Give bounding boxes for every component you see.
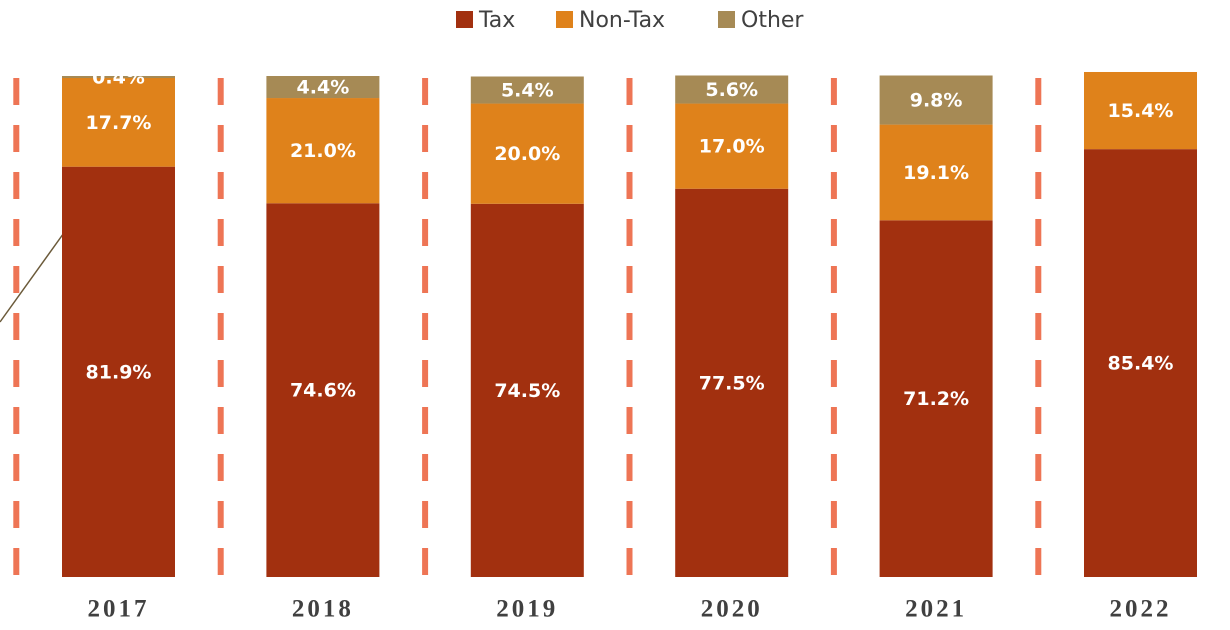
legend-swatch bbox=[456, 11, 473, 28]
bar-segment bbox=[675, 103, 789, 189]
legend-label: Non-Tax bbox=[579, 8, 665, 33]
data-label: 17.7% bbox=[86, 112, 152, 134]
bar-segment bbox=[1084, 71, 1197, 150]
leader-line bbox=[0, 229, 67, 323]
data-label: 21.0% bbox=[290, 140, 356, 162]
data-label: 74.5% bbox=[494, 380, 560, 402]
bar-segment bbox=[879, 75, 993, 125]
data-label: 20.0% bbox=[494, 143, 560, 165]
x-tick-label: 2020 bbox=[701, 596, 763, 623]
data-label: 81.9% bbox=[86, 361, 152, 383]
data-label: 5.6% bbox=[705, 79, 758, 101]
x-tick-label: 2022 bbox=[1110, 596, 1172, 623]
data-label: 71.2% bbox=[903, 388, 969, 410]
bar-segment bbox=[266, 76, 380, 99]
data-label: 19.1% bbox=[903, 162, 969, 184]
bars: 81.9% 74.6% 74.5% 77.5% 71.2% 85.4% 17.7% 21.0%… bbox=[62, 67, 1197, 577]
bar-segment bbox=[62, 166, 175, 577]
data-label: 0.4% bbox=[92, 67, 145, 89]
bar-segment bbox=[62, 76, 175, 79]
bar-segment bbox=[1084, 149, 1197, 577]
bar-segment bbox=[879, 220, 993, 577]
data-label: 9.8% bbox=[910, 90, 963, 112]
bar-segment bbox=[62, 78, 175, 167]
x-tick-label: 2019 bbox=[496, 596, 558, 623]
data-label: 4.4% bbox=[297, 77, 350, 99]
x-tick-label: 2021 bbox=[905, 596, 967, 623]
data-label: 17.0% bbox=[699, 136, 765, 158]
data-label: 77.5% bbox=[699, 372, 765, 394]
bar-segment bbox=[675, 75, 789, 104]
legend-label: Tax bbox=[478, 8, 515, 33]
bar-segment bbox=[470, 103, 584, 204]
data-label: 85.4% bbox=[1108, 353, 1174, 375]
data-label: 15.4% bbox=[1108, 100, 1174, 122]
data-label: 74.6% bbox=[290, 380, 356, 402]
legend-swatch bbox=[718, 11, 735, 28]
x-tick-label: 2018 bbox=[292, 596, 354, 623]
data-label: 5.4% bbox=[501, 80, 554, 102]
legend: Tax Non-Tax Other bbox=[456, 8, 804, 33]
bar-segment bbox=[879, 124, 993, 221]
dividers bbox=[13, 78, 1042, 577]
bar-segment bbox=[470, 76, 584, 104]
legend-swatch bbox=[556, 11, 573, 28]
bar-segment bbox=[266, 203, 380, 577]
legend-label: Other bbox=[741, 8, 804, 33]
x-tick-label: 2017 bbox=[88, 596, 150, 623]
bar-segment bbox=[470, 203, 584, 577]
bar-segment bbox=[675, 188, 789, 577]
bar-segment bbox=[266, 98, 380, 204]
